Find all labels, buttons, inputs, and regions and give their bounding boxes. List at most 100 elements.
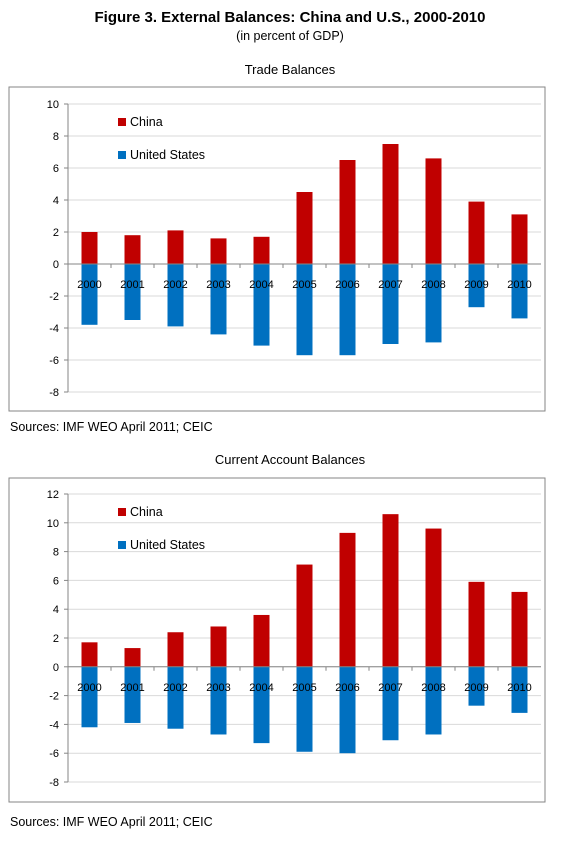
y-tick-label: 12	[47, 489, 59, 501]
legend-swatch	[118, 118, 126, 126]
chart-frame	[8, 477, 546, 803]
us-bar	[382, 264, 399, 344]
us-bar	[339, 264, 356, 356]
us-bar	[124, 264, 141, 320]
us-bar	[468, 264, 485, 308]
china-bar	[511, 214, 528, 264]
x-tick-label: 2010	[507, 682, 531, 694]
us-bar	[81, 264, 98, 325]
chart-1-title: Trade Balances	[244, 62, 336, 77]
x-tick-label: 2007	[378, 682, 402, 694]
us-bar	[253, 666, 270, 744]
x-tick-label: 2001	[120, 279, 144, 291]
china-bar	[167, 230, 184, 264]
us-bar	[167, 264, 184, 327]
x-tick-label: 2004	[249, 279, 273, 291]
x-tick-label: 2009	[464, 682, 488, 694]
us-bar	[81, 666, 98, 728]
us-bar	[511, 666, 528, 713]
x-tick-label: 2001	[120, 682, 144, 694]
china-bar	[253, 236, 270, 264]
y-tick-label: 4	[53, 195, 59, 207]
china-bar	[296, 564, 313, 667]
x-tick-label: 2007	[378, 279, 402, 291]
y-tick-label: 8	[53, 547, 59, 559]
y-tick-label: -6	[49, 355, 59, 367]
figure-title: Figure 3. External Balances: China and U…	[94, 9, 486, 26]
china-bar	[511, 591, 528, 667]
y-tick-label: 10	[47, 518, 59, 530]
y-tick-label: -6	[49, 748, 59, 760]
chart-frame	[8, 86, 546, 412]
us-bar	[425, 666, 442, 735]
china-bar	[382, 144, 399, 264]
legend-swatch	[118, 151, 126, 159]
china-bar	[124, 648, 141, 667]
x-tick-label: 2002	[163, 279, 187, 291]
us-bar	[253, 264, 270, 346]
us-bar	[425, 264, 442, 343]
us-bar	[468, 666, 485, 706]
x-tick-label: 2003	[206, 279, 230, 291]
us-bar	[382, 666, 399, 741]
x-tick-label: 2004	[249, 682, 273, 694]
chart-2-source: Sources: IMF WEO April 2011; CEIC	[10, 815, 213, 829]
us-bar	[511, 264, 528, 319]
y-tick-label: 0	[53, 259, 59, 271]
legend-label: United States	[130, 148, 205, 162]
x-tick-label: 2006	[335, 279, 359, 291]
y-tick-label: 2	[53, 633, 59, 645]
legend-label: United States	[130, 538, 205, 552]
china-bar	[425, 158, 442, 264]
china-bar	[425, 528, 442, 667]
y-tick-label: 6	[53, 575, 59, 587]
china-bar	[253, 614, 270, 667]
legend-label: China	[130, 505, 163, 519]
y-tick-label: 0	[53, 662, 59, 674]
y-tick-label: 4	[53, 604, 59, 616]
y-tick-label: -2	[49, 291, 59, 303]
y-tick-label: -8	[49, 387, 59, 399]
china-bar	[339, 160, 356, 264]
china-bar	[468, 581, 485, 667]
us-bar	[124, 666, 141, 723]
china-bar	[468, 201, 485, 264]
china-bar	[339, 532, 356, 667]
y-tick-label: 8	[53, 131, 59, 143]
china-bar	[124, 235, 141, 264]
china-bar	[167, 632, 184, 667]
x-tick-label: 2002	[163, 682, 187, 694]
x-tick-label: 2008	[421, 279, 445, 291]
y-tick-label: -8	[49, 777, 59, 789]
china-bar	[382, 514, 399, 667]
us-bar	[296, 666, 313, 752]
legend-swatch	[118, 541, 126, 549]
x-tick-label: 2003	[206, 682, 230, 694]
china-bar	[81, 642, 98, 667]
china-bar	[210, 238, 227, 264]
chart-1-source: Sources: IMF WEO April 2011; CEIC	[10, 420, 213, 434]
x-tick-label: 2009	[464, 279, 488, 291]
x-tick-label: 2006	[335, 682, 359, 694]
x-tick-label: 2000	[77, 279, 101, 291]
us-bar	[210, 264, 227, 335]
china-bar	[81, 232, 98, 264]
legend-swatch	[118, 508, 126, 516]
x-tick-label: 2005	[292, 682, 316, 694]
us-bar	[339, 666, 356, 754]
legend-label: China	[130, 115, 163, 129]
us-bar	[167, 666, 184, 729]
us-bar	[296, 264, 313, 356]
x-tick-label: 2000	[77, 682, 101, 694]
y-tick-label: -4	[49, 719, 59, 731]
us-bar	[210, 666, 227, 735]
x-tick-label: 2008	[421, 682, 445, 694]
y-tick-label: 2	[53, 227, 59, 239]
x-tick-label: 2010	[507, 279, 531, 291]
y-tick-label: 10	[47, 99, 59, 111]
y-tick-label: 6	[53, 163, 59, 175]
y-tick-label: -4	[49, 323, 59, 335]
x-tick-label: 2005	[292, 279, 316, 291]
